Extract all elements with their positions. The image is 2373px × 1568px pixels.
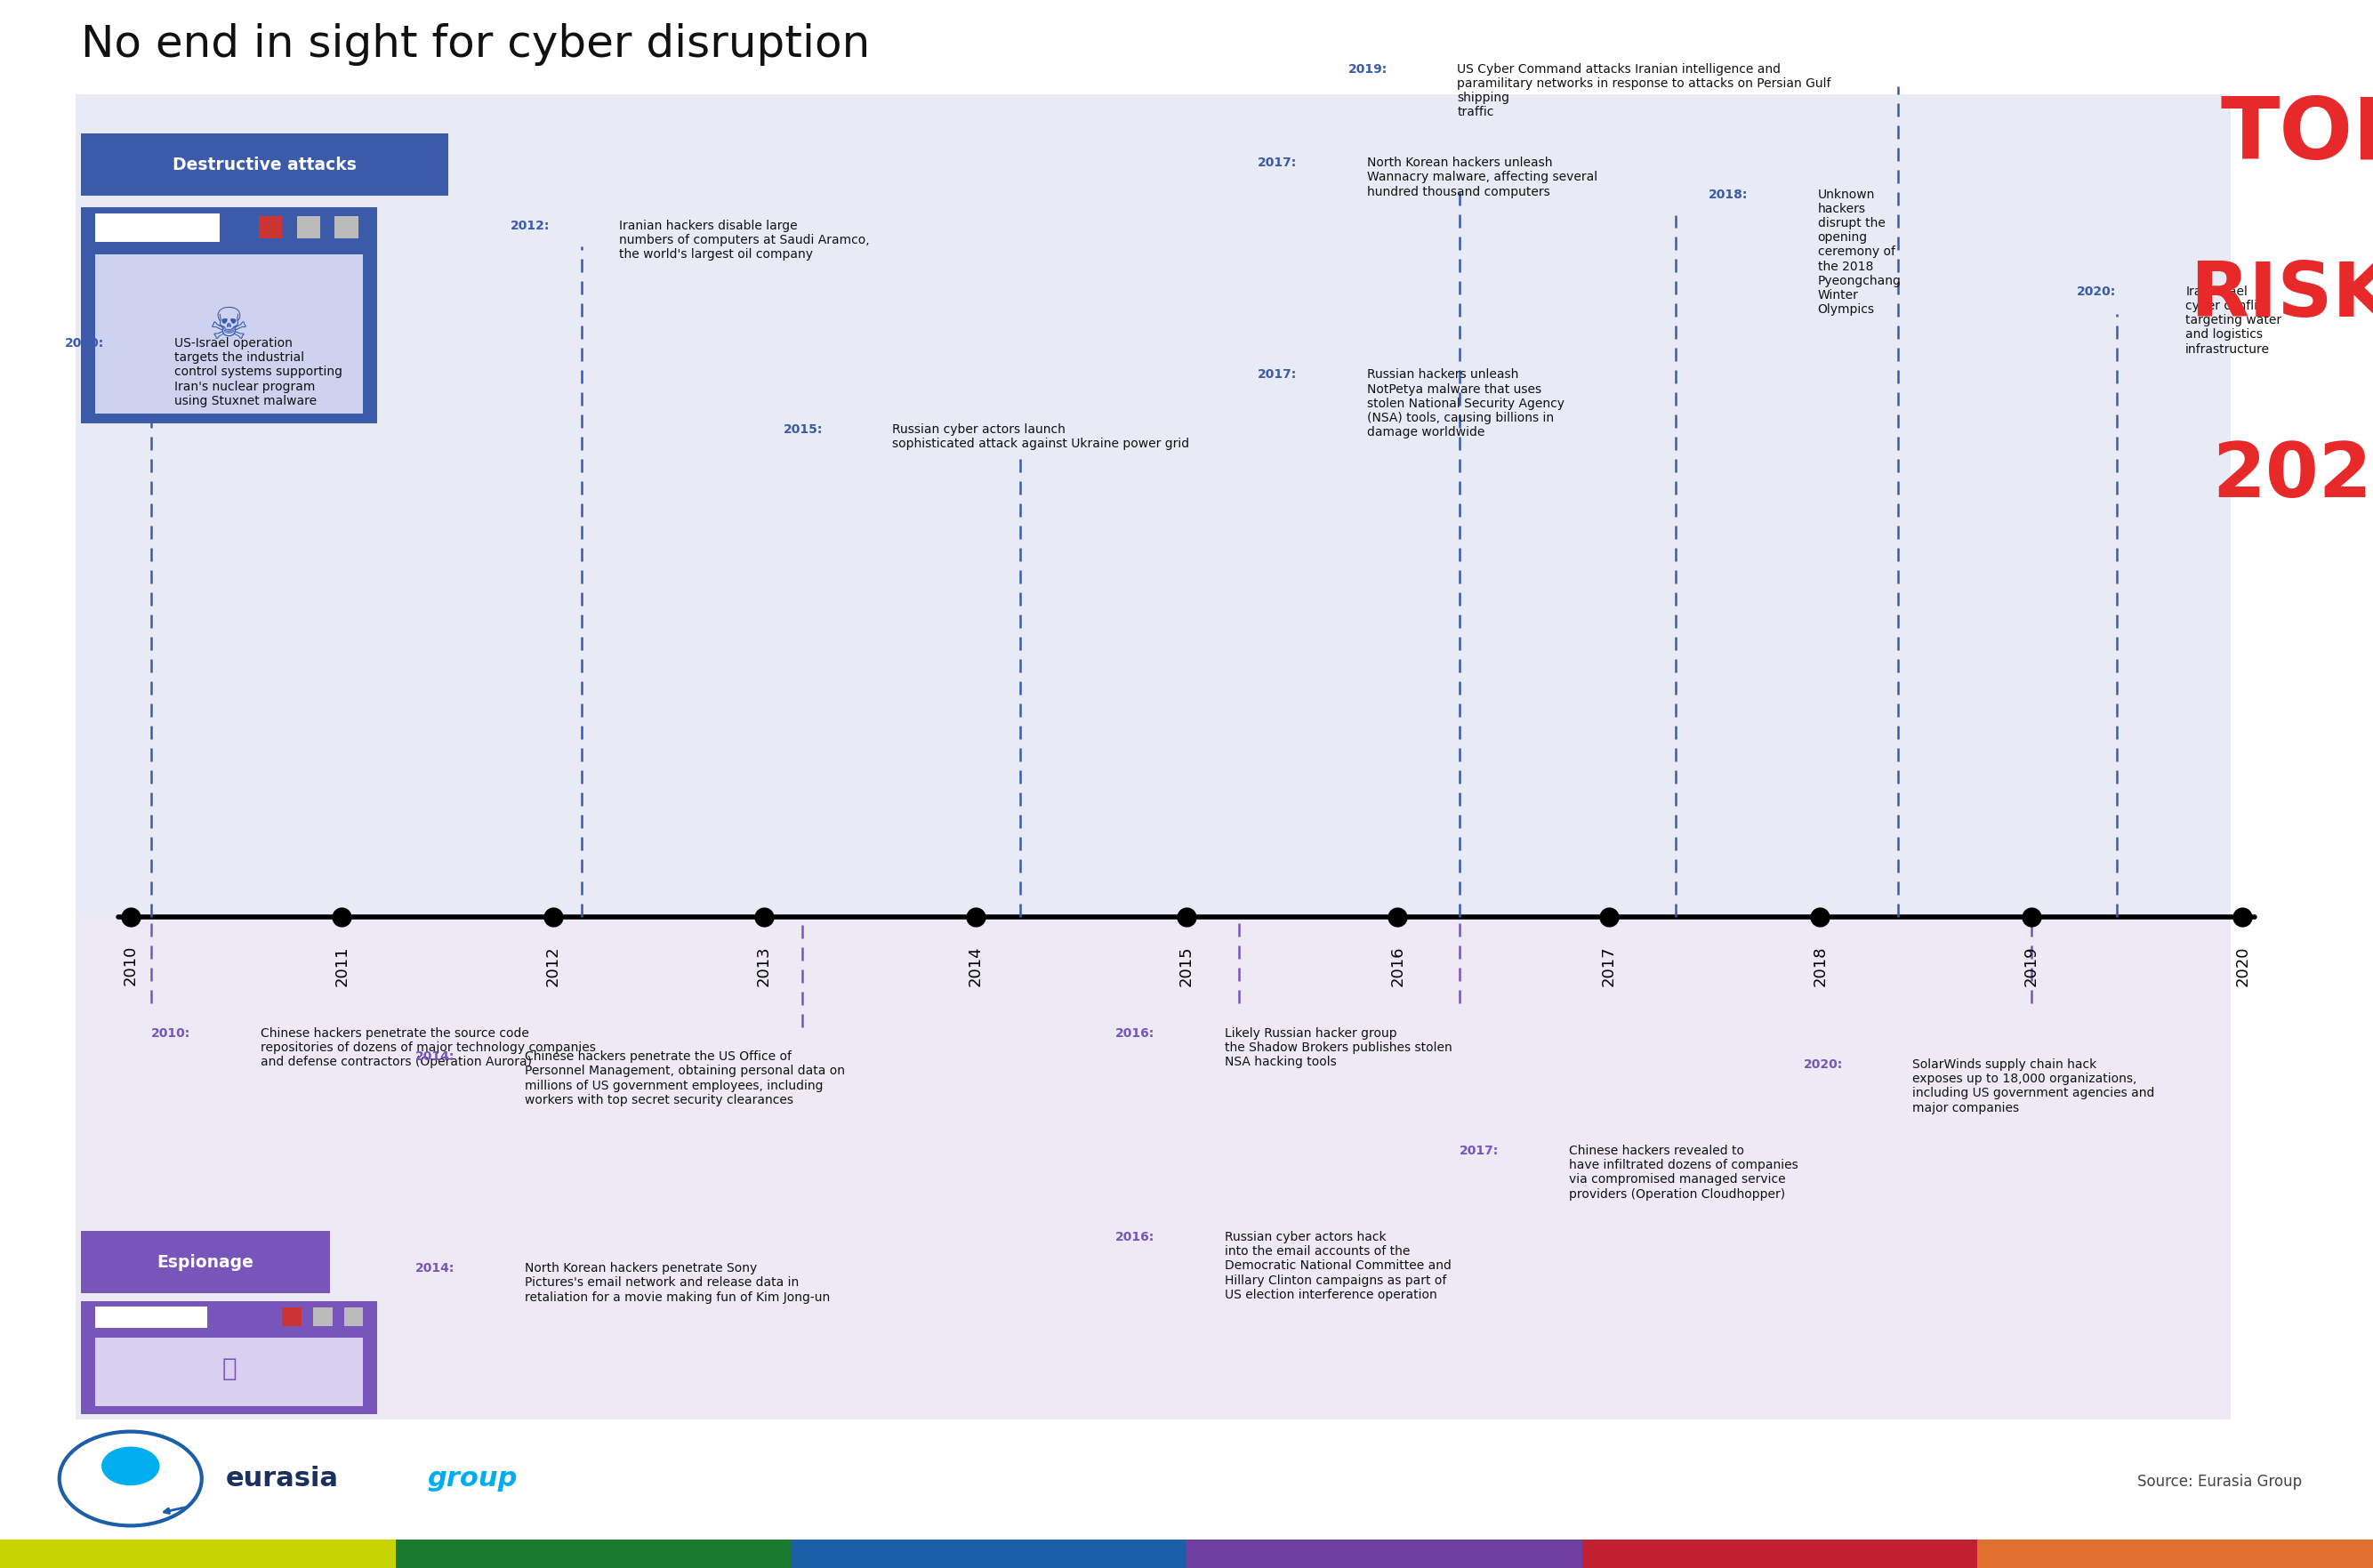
Text: TOP: TOP [2221,94,2373,177]
FancyBboxPatch shape [297,216,320,238]
Text: Destructive attacks: Destructive attacks [173,157,356,172]
Text: 2010:: 2010: [152,1027,190,1040]
FancyBboxPatch shape [396,1540,790,1568]
Text: 2015:: 2015: [783,423,823,436]
Text: Russian cyber actors launch
sophisticated attack against Ukraine power grid: Russian cyber actors launch sophisticate… [892,423,1189,450]
Text: 2016: 2016 [1391,946,1405,986]
Text: Likely Russian hacker group
the Shadow Brokers publishes stolen
NSA hacking tool: Likely Russian hacker group the Shadow B… [1224,1027,1452,1068]
Text: group: group [427,1466,517,1491]
Text: US Cyber Command attacks Iranian intelligence and
paramilitary networks in respo: US Cyber Command attacks Iranian intelli… [1457,63,1832,119]
FancyBboxPatch shape [81,1301,377,1333]
FancyBboxPatch shape [1583,1540,1977,1568]
Text: 2011: 2011 [335,946,349,986]
Text: 2017:: 2017: [1258,368,1298,381]
FancyBboxPatch shape [95,1338,363,1406]
FancyBboxPatch shape [0,1540,396,1568]
Text: Source: Eurasia Group: Source: Eurasia Group [2138,1474,2302,1490]
Text: 2012:: 2012: [510,220,551,232]
FancyBboxPatch shape [259,216,282,238]
FancyBboxPatch shape [344,1308,363,1327]
Text: North Korean hackers unleash
Wannacry malware, affecting several
hundred thousan: North Korean hackers unleash Wannacry ma… [1367,157,1597,198]
FancyBboxPatch shape [81,207,377,423]
FancyBboxPatch shape [95,1306,209,1328]
Text: 2020: 2020 [2235,946,2250,986]
Text: 2019:: 2019: [1348,63,1388,75]
Text: 2014: 2014 [968,946,982,986]
Text: 2020:: 2020: [1803,1058,1844,1071]
FancyBboxPatch shape [95,254,363,414]
FancyBboxPatch shape [76,94,2231,917]
Text: 2018: 2018 [1813,946,1827,986]
FancyBboxPatch shape [81,1301,377,1414]
FancyBboxPatch shape [282,1308,301,1327]
Text: 2021: 2021 [2212,439,2373,513]
Text: 2015: 2015 [1179,946,1194,986]
Text: 2017:: 2017: [1459,1145,1500,1157]
Text: 2013: 2013 [757,946,771,986]
Text: 🌐: 🌐 [221,1356,237,1381]
Text: SolarWinds supply chain hack
exposes up to 18,000 organizations,
including US go: SolarWinds supply chain hack exposes up … [1913,1058,2155,1115]
Text: eurasia: eurasia [225,1466,339,1491]
Text: 2014:: 2014: [415,1262,456,1275]
FancyBboxPatch shape [335,216,358,238]
FancyBboxPatch shape [95,213,218,241]
Text: ☠: ☠ [209,304,249,348]
FancyBboxPatch shape [1186,1540,1583,1568]
Text: Chinese hackers revealed to
have infiltrated dozens of companies
via compromised: Chinese hackers revealed to have infiltr… [1569,1145,1799,1201]
Text: 2016:: 2016: [1115,1027,1156,1040]
Text: No end in sight for cyber disruption: No end in sight for cyber disruption [81,24,871,66]
Text: 2010:: 2010: [66,337,104,350]
Text: Iran-Israel
cyber conflict
targeting water
and logistics
infrastructure: Iran-Israel cyber conflict targeting wat… [2186,285,2283,356]
Text: Chinese hackers penetrate the source code
repositories of dozens of major techno: Chinese hackers penetrate the source cod… [261,1027,596,1068]
FancyBboxPatch shape [81,133,448,196]
Text: 2012: 2012 [546,946,560,986]
Text: Espionage: Espionage [157,1254,254,1270]
FancyBboxPatch shape [76,917,2231,1419]
Text: Russian cyber actors hack
into the email accounts of the
Democratic National Com: Russian cyber actors hack into the email… [1224,1231,1452,1301]
Text: 2017:: 2017: [1258,157,1298,169]
FancyBboxPatch shape [81,207,377,248]
Text: North Korean hackers penetrate Sony
Pictures's email network and release data in: North Korean hackers penetrate Sony Pict… [524,1262,831,1303]
Text: 2014:: 2014: [415,1051,456,1063]
Text: Chinese hackers penetrate the US Office of
Personnel Management, obtaining perso: Chinese hackers penetrate the US Office … [524,1051,845,1107]
Text: 2018:: 2018: [1709,188,1749,201]
FancyBboxPatch shape [81,1231,330,1294]
Circle shape [102,1447,159,1485]
Text: 2019: 2019 [2024,946,2038,986]
Text: 2020:: 2020: [2076,285,2117,298]
Text: 2017: 2017 [1602,946,1616,986]
Text: RISKS: RISKS [2190,259,2373,332]
Text: Unknown
hackers
disrupt the
opening
ceremony of
the 2018
Pyeongchang
Winter
Olym: Unknown hackers disrupt the opening cere… [1818,188,1901,315]
Text: Iranian hackers disable large
numbers of computers at Saudi Aramco,
the world's : Iranian hackers disable large numbers of… [619,220,871,260]
FancyBboxPatch shape [313,1308,332,1327]
FancyBboxPatch shape [790,1540,1186,1568]
Text: 2016:: 2016: [1115,1231,1156,1243]
FancyBboxPatch shape [1977,1540,2373,1568]
Text: US-Israel operation
targets the industrial
control systems supporting
Iran's nuc: US-Israel operation targets the industri… [176,337,342,408]
Text: 2010: 2010 [123,946,138,986]
Text: Russian hackers unleash
NotPetya malware that uses
stolen National Security Agen: Russian hackers unleash NotPetya malware… [1367,368,1564,439]
